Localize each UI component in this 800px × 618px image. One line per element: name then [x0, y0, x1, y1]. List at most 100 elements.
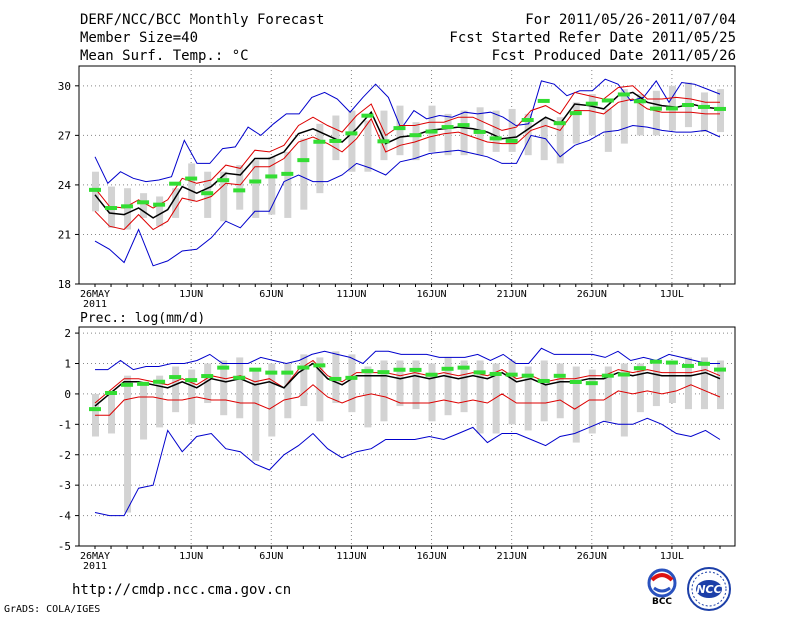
- prec-box-36: [668, 360, 676, 404]
- prec-median-21: [425, 372, 438, 377]
- prec-box-9: [236, 357, 244, 419]
- temp-box-27: [524, 113, 532, 156]
- prec-median-36: [665, 360, 678, 365]
- temp-xtick-label-0: 26MAY: [80, 289, 110, 300]
- temp-median-28: [537, 98, 550, 103]
- temp-median-31: [585, 101, 598, 106]
- prec-box-11: [268, 363, 276, 437]
- temp-box-31: [588, 94, 596, 136]
- temp-median-22: [441, 125, 454, 130]
- temp-box-9: [236, 165, 244, 210]
- temp-box-17: [364, 120, 372, 172]
- temp-median-10: [249, 179, 262, 184]
- prec-line-mean: [94, 362, 721, 407]
- temp-box-22: [444, 113, 452, 156]
- produced-date: Fcst Produced Date 2011/05/26: [491, 48, 736, 64]
- temp-median-33: [617, 92, 630, 97]
- prec-median-31: [585, 381, 598, 386]
- prec-box-37: [684, 357, 692, 410]
- prec-median-24: [473, 370, 486, 375]
- temp-median-23: [457, 123, 470, 128]
- prec-box-19: [396, 360, 404, 407]
- prec-box-39: [717, 360, 724, 410]
- prec-median-28: [537, 378, 550, 383]
- prec-median-20: [409, 367, 422, 372]
- temp-median-29: [553, 121, 566, 126]
- temp-median-30: [569, 111, 582, 116]
- temp-median-12: [281, 171, 294, 176]
- prec-median-8: [217, 365, 230, 370]
- forecast-period: For 2011/05/26-2011/07/04: [525, 12, 736, 28]
- prec-median-4: [153, 379, 166, 384]
- temp-median-27: [521, 117, 534, 122]
- prec-median-30: [569, 379, 582, 384]
- temp-box-35: [652, 90, 660, 136]
- prec-box-1: [108, 390, 116, 434]
- temp-median-0: [89, 187, 101, 192]
- prec-ytick-label-6: 1: [64, 358, 71, 371]
- temp-median-36: [665, 106, 678, 111]
- prec-median-23: [457, 365, 470, 370]
- prec-median-19: [393, 367, 406, 372]
- temp-median-25: [489, 136, 502, 141]
- prec-median-2: [121, 382, 134, 387]
- temp-xtick-label-1: 1JUN: [179, 289, 203, 300]
- temp-box-19: [396, 105, 404, 156]
- temp-median-11: [265, 174, 278, 179]
- temp-median-6: [185, 176, 198, 181]
- temp-median-24: [473, 129, 486, 134]
- prec-box-24: [476, 360, 484, 434]
- prec-median-9: [233, 375, 246, 380]
- prec-box-5: [172, 366, 180, 413]
- prec-median-13: [297, 365, 310, 370]
- temp-box-29: [556, 117, 564, 164]
- temp-box-34: [636, 94, 644, 136]
- temp-box-16: [348, 110, 356, 172]
- prec-median-39: [714, 367, 726, 372]
- prec-box-8: [220, 360, 228, 416]
- prec-box-14: [316, 357, 324, 422]
- prec-box-7: [204, 363, 212, 404]
- prec-median-12: [281, 370, 294, 375]
- prec-box-3: [140, 384, 148, 440]
- prec-median-5: [169, 375, 182, 380]
- prec-box-12: [284, 363, 292, 419]
- prec-box-10: [252, 369, 260, 461]
- temp-box-25: [492, 110, 500, 152]
- temp-box-33: [620, 89, 628, 144]
- prec-year-label: 2011: [83, 561, 107, 572]
- temp-median-15: [329, 138, 342, 143]
- prec-ytick-label-5: 0: [64, 388, 71, 401]
- prec-box-27: [524, 366, 532, 431]
- temp-xtick-label-7: 1JUL: [660, 289, 684, 300]
- prec-xtick-label-6: 26JUN: [577, 551, 607, 562]
- temp-year-label: 2011: [83, 299, 107, 310]
- prec-frame: [78, 326, 736, 547]
- bcc-logo-text: BCC: [652, 597, 672, 606]
- source-url[interactable]: http://cmdp.ncc.cma.gov.cn: [72, 582, 292, 598]
- precipitation-panel: -5 -4 -3 -2 -1 0 1 2 26MAY 1JUN 6JUN 11JUN 16JUN 21JU…: [58, 311, 736, 572]
- temp-box-18: [380, 110, 388, 161]
- temp-xtick-label-4: 16JUN: [416, 289, 446, 300]
- ncc-logo-text: NCC: [696, 583, 721, 596]
- prec-median-25: [489, 371, 502, 376]
- temp-box-28: [540, 118, 548, 161]
- temp-box-8: [220, 171, 228, 222]
- prec-box-2: [124, 375, 132, 513]
- refer-date: Fcst Started Refer Date 2011/05/25: [449, 30, 736, 46]
- temp-median-39: [714, 106, 726, 111]
- prec-median-11: [265, 370, 278, 375]
- prec-median-26: [505, 372, 518, 377]
- temp-box-3: [140, 193, 148, 218]
- prec-box-32: [604, 366, 612, 422]
- prec-box-26: [508, 360, 516, 425]
- temp-box-21: [428, 105, 436, 152]
- temp-box-6: [188, 163, 196, 202]
- prec-line-plus_sd: [94, 359, 721, 404]
- temp-median-21: [425, 129, 438, 134]
- prec-median-15: [329, 376, 342, 381]
- temp-median-2: [121, 204, 134, 209]
- prec-box-4: [156, 375, 164, 428]
- temp-median-7: [201, 191, 214, 196]
- temperature-panel: 18 21 24 27 30 26MAY 1JUN 6JUN 11JUN 16JUN 21JUN 26…: [58, 65, 736, 310]
